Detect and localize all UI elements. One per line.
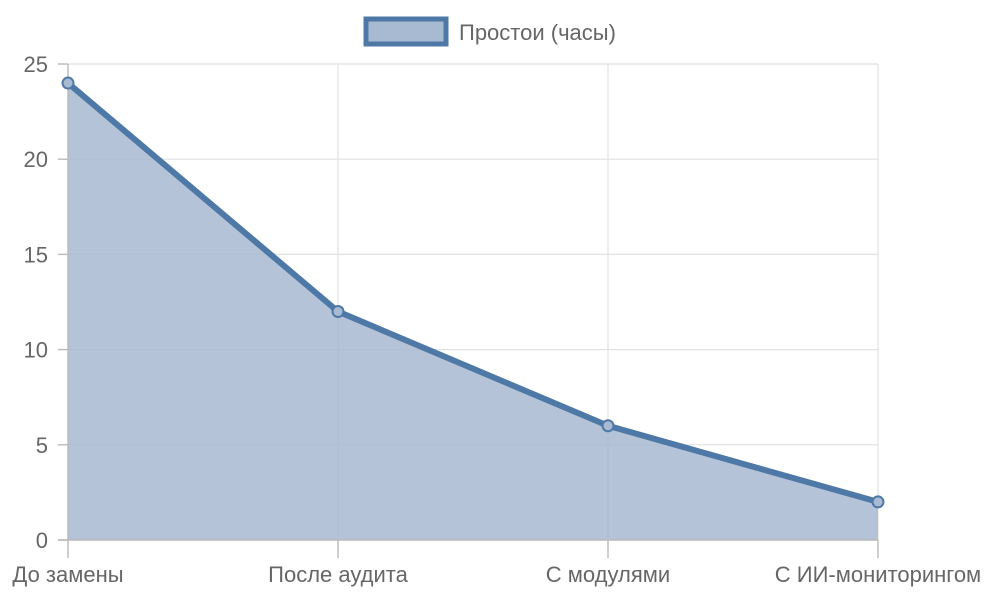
data-points [61, 76, 885, 509]
legend: Простои (часы) [363, 16, 616, 47]
y-tick-label: 15 [24, 242, 48, 267]
area-fill [68, 83, 878, 540]
series-line [65, 80, 881, 505]
y-tick-label: 20 [24, 147, 48, 172]
axes [58, 63, 879, 558]
data-point [601, 419, 615, 433]
y-tick-label: 25 [24, 52, 48, 77]
x-tick-label: После аудита [268, 562, 408, 587]
x-tick-label: С модулями [546, 562, 670, 587]
data-point [331, 305, 345, 319]
data-point [871, 495, 885, 509]
legend-swatch [363, 16, 449, 47]
y-tick-label: 0 [36, 528, 48, 553]
y-tick-label: 10 [24, 338, 48, 363]
area-fill-group [68, 83, 878, 540]
legend-label: Простои (часы) [459, 20, 616, 45]
y-axis-ticks: 0 5 10 15 20 25 [24, 52, 48, 553]
series-line-group [65, 80, 881, 505]
data-point [61, 76, 75, 90]
x-tick-label: До замены [12, 562, 123, 587]
x-tick-label: С ИИ-мониторингом [775, 562, 981, 587]
x-axis-ticks: До замены После аудита С модулями С ИИ-мони… [12, 562, 981, 587]
y-tick-label: 5 [36, 433, 48, 458]
